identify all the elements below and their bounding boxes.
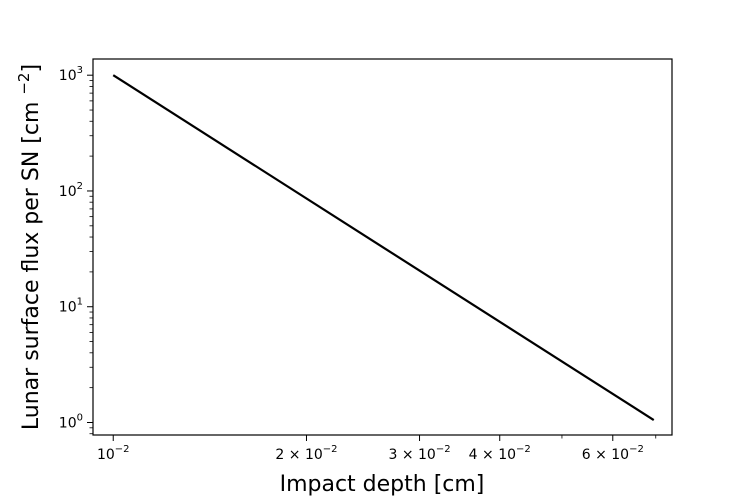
x-tick-label: 10−2	[97, 444, 130, 463]
y-axis-label: Lunar surface flux per SN [cm −2]	[15, 64, 44, 430]
x-tick-label: 3 × 10−2	[388, 444, 450, 463]
y-tick-label: 101	[59, 297, 83, 316]
y-tick-label: 102	[59, 181, 83, 200]
y-axis-label-text: Lunar surface flux per SN [cm	[19, 102, 44, 430]
series-layer	[112, 74, 655, 421]
y-tick-label: 100	[59, 413, 83, 432]
series-line	[112, 74, 655, 421]
x-axis-label: Impact depth [cm]	[280, 472, 485, 497]
y-axis-label-close: ]	[19, 64, 44, 73]
y-axis-label-exponent: −2	[15, 73, 33, 95]
y-axis-ticks: 100 101 102 103	[59, 65, 93, 435]
y-tick-label: 103	[59, 65, 83, 84]
x-tick-label: 2 × 10−2	[275, 444, 337, 463]
x-tick-label: 4 × 10−2	[469, 444, 531, 463]
x-tick-label: 6 × 10−2	[582, 444, 644, 463]
x-axis-ticks: 10−2 2 × 10−2 3 × 10−2 4 × 10−2 6 × 10−2	[97, 435, 657, 463]
